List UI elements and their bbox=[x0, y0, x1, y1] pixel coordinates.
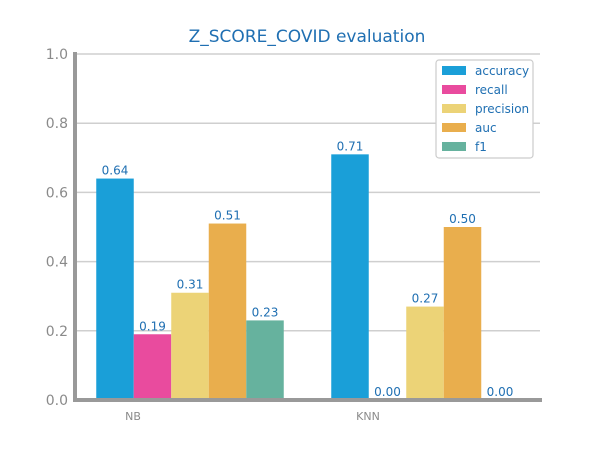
legend-label-precision: precision bbox=[475, 102, 529, 116]
data-labels: 0.64 0.71 0.19 0.00 0.31 0.27 0.51 0.50 0.23 0.00 bbox=[102, 139, 514, 399]
bar-accuracy-nb bbox=[96, 178, 134, 400]
x-tick-label: KNN bbox=[356, 410, 380, 423]
y-tick-label: 1.0 bbox=[46, 47, 68, 63]
axes bbox=[73, 52, 542, 402]
data-label: 0.31 bbox=[177, 278, 204, 292]
data-label: 0.00 bbox=[487, 385, 514, 399]
data-label: 0.71 bbox=[337, 139, 364, 153]
legend-label-recall: recall bbox=[475, 83, 508, 97]
data-label: 0.64 bbox=[102, 164, 129, 178]
legend: accuracy recall precision auc f1 bbox=[435, 59, 534, 159]
bars bbox=[96, 154, 482, 400]
y-axis-ticks: 0.0 0.2 0.4 0.6 0.8 1.0 bbox=[46, 47, 68, 409]
data-label: 0.27 bbox=[412, 292, 439, 306]
x-tick-label: NB bbox=[125, 410, 141, 423]
legend-swatch-precision bbox=[442, 104, 466, 113]
x-axis-ticks: NB KNN bbox=[125, 410, 380, 423]
legend-swatch-f1 bbox=[442, 142, 466, 151]
data-label: 0.51 bbox=[214, 209, 241, 223]
data-label: 0.50 bbox=[449, 212, 476, 226]
legend-swatch-accuracy bbox=[442, 66, 466, 75]
y-tick-label: 0.2 bbox=[46, 324, 68, 340]
legend-label-auc: auc bbox=[475, 121, 497, 135]
bar-auc-knn bbox=[443, 227, 482, 400]
data-label: 0.00 bbox=[374, 385, 401, 399]
y-tick-label: 0.4 bbox=[46, 255, 68, 271]
bar-auc-nb bbox=[208, 223, 247, 400]
y-tick-label: 0.6 bbox=[46, 185, 68, 201]
chart-title: Z_SCORE_COVID evaluation bbox=[189, 27, 426, 47]
legend-box bbox=[435, 59, 534, 159]
bar-f1-nb bbox=[246, 320, 284, 400]
legend-swatch-recall bbox=[442, 85, 466, 94]
data-label: 0.19 bbox=[139, 319, 166, 333]
y-tick-label: 0.8 bbox=[46, 116, 68, 132]
bar-recall-nb bbox=[133, 334, 172, 400]
legend-label-accuracy: accuracy bbox=[475, 64, 529, 78]
legend-swatch-auc bbox=[442, 123, 466, 132]
bar-precision-nb bbox=[171, 292, 209, 400]
bar-precision-knn bbox=[406, 306, 444, 400]
legend-label-f1: f1 bbox=[475, 140, 487, 154]
y-tick-label: 0.0 bbox=[46, 393, 68, 409]
data-label: 0.23 bbox=[252, 305, 279, 319]
bar-accuracy-knn bbox=[331, 154, 369, 400]
